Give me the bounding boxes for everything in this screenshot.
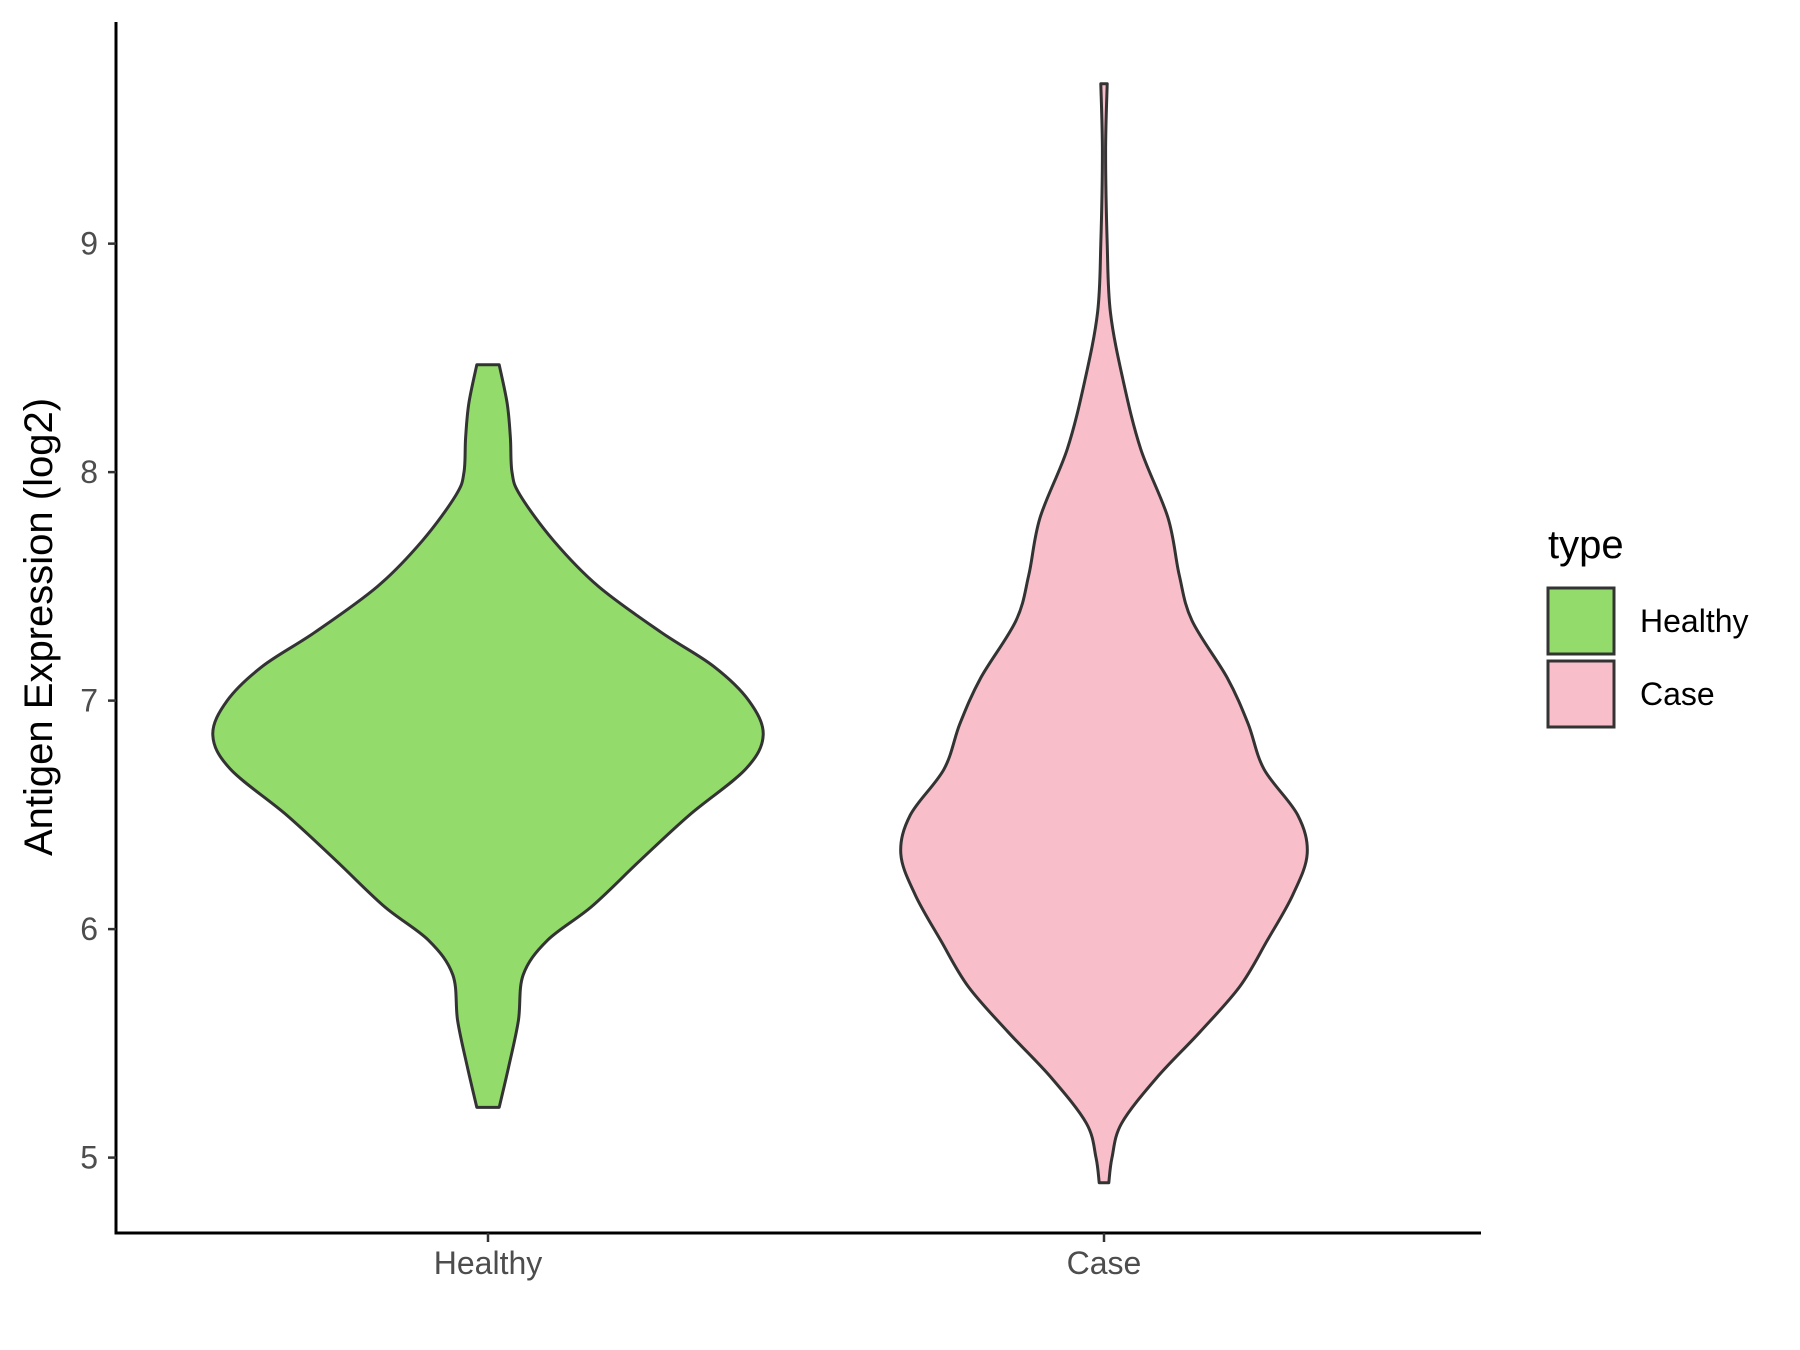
x-tick-label: Healthy	[434, 1245, 543, 1281]
y-tick-label: 5	[80, 1140, 98, 1176]
violin-layer	[211, 82, 1309, 1185]
y-ticks: 5 6 7 8 9	[80, 226, 116, 1176]
y-tick-label: 6	[80, 911, 98, 947]
y-axis-title: Antigen Expression (log2)	[17, 398, 61, 856]
legend-key-case	[1546, 659, 1616, 729]
legend-key-healthy	[1546, 586, 1616, 656]
y-tick-label: 8	[80, 454, 98, 490]
legend-entries: Healthy Case	[1546, 586, 1749, 729]
violin-healthy	[211, 363, 765, 1109]
x-ticks: Healthy Case	[434, 1233, 1142, 1281]
legend: type Healthy Case	[1546, 523, 1749, 729]
x-tick-label: Case	[1067, 1245, 1142, 1281]
legend-label-case: Case	[1640, 676, 1715, 712]
axes: 5 6 7 8 9 Healthy Case	[80, 22, 1481, 1281]
y-tick-label: 9	[80, 226, 98, 262]
y-tick-label: 7	[80, 683, 98, 719]
legend-title: type	[1548, 523, 1624, 567]
legend-label-healthy: Healthy	[1640, 603, 1749, 639]
violin-case	[899, 82, 1309, 1185]
